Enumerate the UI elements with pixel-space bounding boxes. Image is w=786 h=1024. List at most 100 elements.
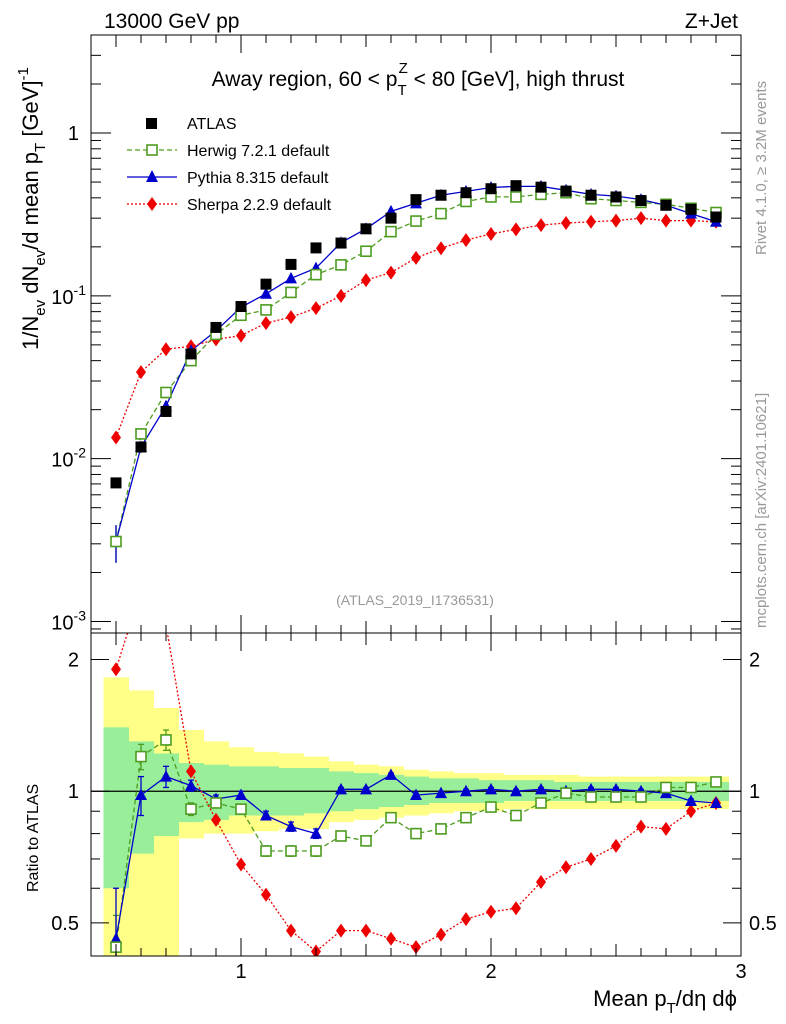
ratio-y-tick-label-right: 1: [749, 781, 760, 803]
ratio-point-herwig: [635, 791, 647, 803]
ratio-point-sherpa: [361, 923, 371, 938]
ratio-point-herwig: [310, 845, 322, 857]
point-herwig: [360, 245, 372, 258]
ratio-point-herwig: [485, 801, 497, 813]
point-atlas: [435, 189, 447, 201]
point-sherpa: [661, 213, 671, 228]
ratio-point-sherpa: [436, 927, 446, 942]
ratio-point-pythia: [160, 770, 172, 782]
point-atlas: [610, 191, 622, 203]
x-tick-label: 2: [485, 961, 496, 983]
point-herwig: [310, 268, 322, 281]
point-herwig: [135, 428, 147, 440]
ratio-point-herwig: [385, 811, 397, 824]
ratio-point-pythia: [310, 827, 322, 839]
point-atlas: [560, 185, 572, 197]
ratio-point-pythia: [510, 784, 522, 797]
ratio-point-sherpa: [411, 940, 421, 955]
mcplots-info: mcplots.cern.ch [arXiv:2401.10621]: [753, 393, 770, 628]
ratio-point-herwig: [685, 781, 697, 794]
ratio-y-tick-label: 2: [68, 650, 79, 672]
ratio-point-herwig: [460, 811, 472, 824]
axes: 10-3 10-2 10-1 1 1 2 3 0.5 0.5 1 1 2 2: [51, 34, 777, 983]
point-sherpa: [386, 265, 396, 280]
legend: ATLAS Herwig 7.2.1 default Pythia 8.315 …: [127, 116, 332, 214]
ratio-point-herwig: [210, 797, 222, 809]
ratio-point-herwig: [660, 781, 672, 794]
header-left: 13000 GeV pp: [104, 10, 239, 33]
point-pythia: [285, 271, 297, 284]
point-atlas: [485, 183, 497, 195]
point-atlas: [660, 199, 672, 211]
point-herwig: [285, 286, 297, 299]
ratio-point-herwig: [710, 776, 722, 788]
ratio-point-pythia: [235, 788, 247, 801]
title-sub: T: [397, 82, 406, 99]
ratio-point-herwig: [185, 803, 197, 815]
point-sherpa: [411, 250, 421, 265]
ratio-point-pythia: [185, 779, 197, 791]
ratio-point-sherpa: [286, 923, 296, 938]
ratio-point-sherpa: [136, 583, 146, 597]
point-herwig: [435, 207, 447, 220]
point-herwig: [410, 215, 422, 227]
main-y-tick-label: 10-1: [51, 282, 86, 309]
ratio-point-herwig: [585, 791, 597, 803]
legend-marker-herwig: [146, 144, 158, 156]
ratio-point-herwig: [335, 830, 347, 842]
ratio-point-sherpa: [561, 860, 571, 875]
ratio-point-herwig: [360, 835, 372, 847]
legend-marker-sherpa: [147, 197, 157, 211]
point-herwig: [260, 304, 272, 316]
ratio-y-tick-label-right: 2: [749, 650, 760, 672]
point-sherpa: [561, 216, 571, 231]
ratio-point-herwig: [560, 787, 572, 799]
point-sherpa: [236, 328, 246, 343]
legend-label-atlas: ATLAS: [187, 116, 237, 133]
analysis-watermark: (ATLAS_2019_I1736531): [336, 592, 494, 608]
ratio-point-herwig: [160, 734, 172, 746]
ratio-point-pythia: [360, 782, 372, 795]
point-sherpa: [511, 222, 521, 237]
main-panel-data: [110, 179, 722, 563]
point-sherpa: [536, 218, 546, 233]
point-atlas: [635, 195, 647, 207]
point-atlas: [260, 278, 272, 290]
legend-label-herwig: Herwig 7.2.1 default: [187, 143, 330, 160]
point-atlas: [535, 181, 547, 193]
point-herwig: [385, 225, 397, 238]
ratio-point-pythia: [335, 782, 347, 795]
legend-label-sherpa: Sherpa 2.2.9 default: [187, 197, 332, 214]
ratio-y-tick-label: 0.5: [51, 913, 79, 935]
legend-label-pythia: Pythia 8.315 default: [187, 170, 329, 187]
point-sherpa: [586, 214, 596, 229]
point-atlas: [110, 477, 122, 489]
ratio-point-sherpa: [536, 875, 546, 890]
band-stat: [103, 727, 129, 889]
ratio-point-sherpa: [211, 812, 221, 827]
point-sherpa: [286, 310, 296, 325]
ratio-panel-data: [91, 583, 741, 956]
title-sup: Z: [399, 60, 408, 77]
point-atlas: [385, 212, 397, 224]
point-sherpa: [261, 316, 271, 331]
point-herwig: [110, 535, 122, 548]
ratio-point-herwig: [510, 809, 522, 822]
point-atlas: [335, 237, 347, 249]
ratio-point-herwig: [535, 797, 547, 809]
ratio-point-sherpa: [511, 901, 521, 916]
ratio-point-herwig: [135, 750, 147, 763]
ratio-point-sherpa: [586, 851, 596, 866]
ratio-point-pythia: [710, 796, 722, 808]
ratio-point-sherpa: [186, 764, 196, 779]
point-sherpa: [636, 211, 646, 226]
ratio-point-sherpa: [236, 857, 246, 872]
point-sherpa: [436, 241, 446, 256]
ratio-point-sherpa: [111, 662, 121, 677]
point-sherpa: [161, 342, 171, 357]
main-title: Away region, 60 < pTZ < 80 [GeV], high t…: [212, 60, 625, 99]
point-atlas: [210, 321, 222, 333]
ratio-point-pythia: [485, 782, 497, 795]
band-stat: [203, 764, 229, 820]
